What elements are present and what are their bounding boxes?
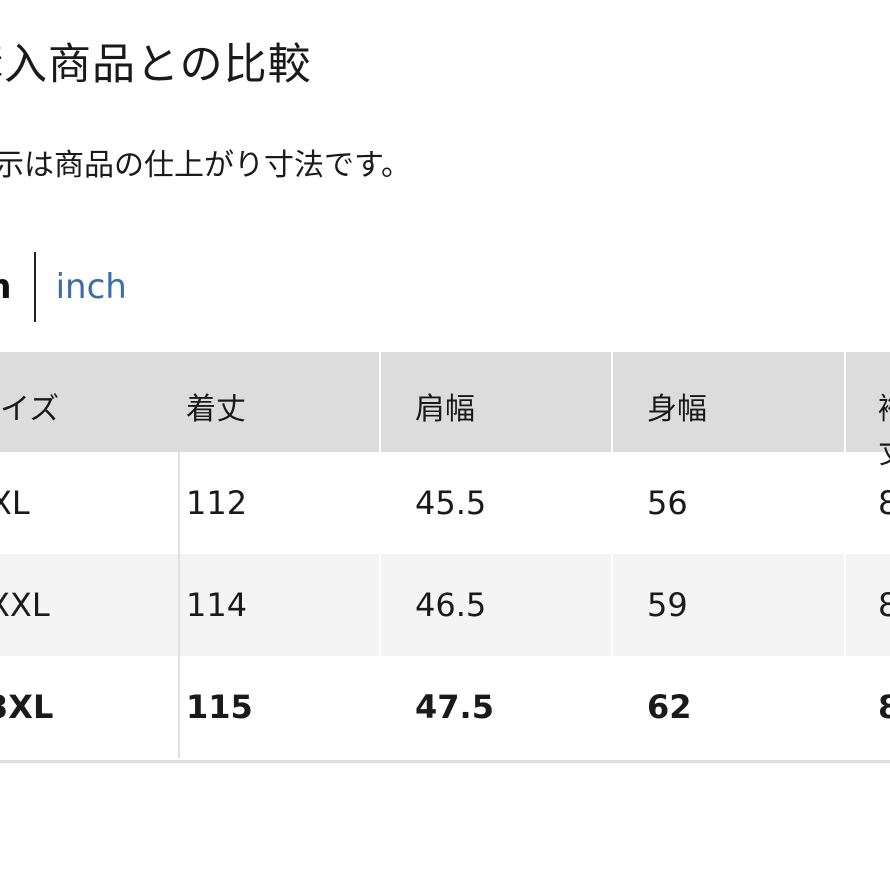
body-width-cell: 62 [647,688,692,726]
table-row: XXL 114 46.5 59 8 [0,554,890,656]
table-row-selected: 3XL 115 47.5 62 8 [0,656,890,758]
sleeve-cell: 8 [878,688,890,726]
shoulder-cell: 46.5 [381,554,611,656]
sleeve-cell: 8 [846,554,890,656]
unit-toggle: cm inch [0,252,127,322]
table-row: XL 112 45.5 56 8 [0,452,890,554]
size-cell: 3XL [0,656,180,758]
header-body-width: 身幅 [613,352,844,452]
sleeve-cell: 8 [878,484,890,522]
header-length: 着丈 [180,352,379,452]
size-cell: XL [0,452,180,554]
length-cell: 115 [186,688,253,726]
table-header-row: サイズ 着丈 肩幅 身幅 裄丈 [0,352,890,471]
table-bottom-border [0,760,890,763]
size-cell: XXL [0,554,180,656]
shoulder-cell: 45.5 [415,484,487,522]
header-size: サイズ [0,352,180,452]
body-width-cell: 59 [613,554,844,656]
header-sleeve: 裄丈 [846,352,890,471]
shoulder-cell: 47.5 [415,688,494,726]
length-cell: 112 [186,484,248,522]
header-shoulder: 肩幅 [381,352,611,452]
size-note: 表示は商品の仕上がり寸法です。 [0,148,411,183]
unit-cm-button[interactable]: cm [0,267,12,307]
size-table: サイズ 着丈 肩幅 身幅 裄丈 XL 112 45.5 56 8 XXL 114… [0,352,890,758]
length-cell: 114 [180,554,379,656]
unit-divider [33,252,36,322]
unit-inch-link[interactable]: inch [55,267,127,307]
body-width-cell: 56 [647,484,688,522]
page-title: 購入商品との比較 [0,40,312,90]
